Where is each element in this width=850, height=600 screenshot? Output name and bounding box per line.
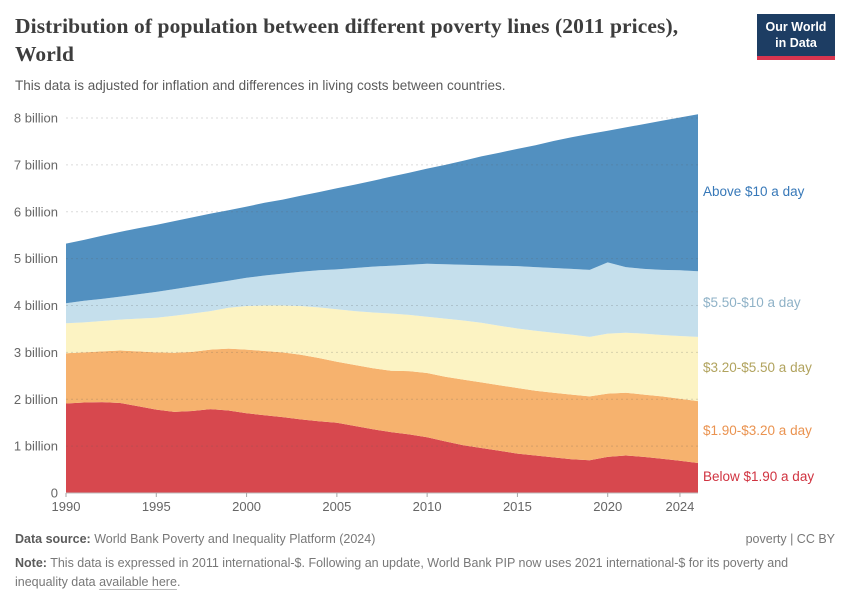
- series-label-above-10-a-day: Above $10 a day: [703, 183, 805, 199]
- area-above-10-a-day: [66, 114, 698, 304]
- data-source: Data source: World Bank Poverty and Ineq…: [15, 530, 375, 549]
- y-axis-label-0: 0: [51, 486, 58, 501]
- y-axis-label-3: 3 billion: [14, 345, 58, 360]
- chart-subtitle: This data is adjusted for inflation and …: [15, 77, 506, 93]
- data-source-text: World Bank Poverty and Inequality Platfo…: [90, 532, 376, 546]
- x-axis-label-2000: 2000: [232, 499, 261, 514]
- chart-header: Distribution of population between diffe…: [15, 12, 835, 93]
- chart-area: 0 1 billion 2 billion 3 billion 4 billion 5 b…: [0, 100, 850, 525]
- license-badge: poverty | CC BY: [745, 532, 835, 546]
- owid-logo-line1: Our World: [765, 20, 827, 34]
- area--1-90-3-20-a-day: [66, 348, 698, 463]
- x-axis-label-2020: 2020: [593, 499, 622, 514]
- series-label--3-20-5-50-a-day: $3.20-$5.50 a day: [703, 360, 812, 376]
- x-axis-label-2024: 2024: [665, 499, 694, 514]
- series-label--5-50-10-a-day: $5.50-$10 a day: [703, 295, 801, 311]
- page-title: Distribution of population between diffe…: [15, 14, 679, 67]
- area--5-50-10-a-day: [66, 262, 698, 337]
- area--3-20-5-50-a-day: [66, 305, 698, 402]
- chart-footer: Data source: World Bank Poverty and Ineq…: [15, 530, 835, 591]
- x-axis-label-1990: 1990: [52, 499, 81, 514]
- y-axis-label-8: 8 billion: [14, 111, 58, 126]
- footnote-text: This data is expressed in 2011 internati…: [15, 555, 789, 589]
- area-below-1-90-a-day: [66, 402, 698, 493]
- footnote: Note: This data is expressed in 2011 int…: [15, 554, 835, 592]
- x-axis-label-2015: 2015: [503, 499, 532, 514]
- y-axis-label-1: 1 billion: [14, 439, 58, 454]
- y-axis-label-5: 5 billion: [14, 251, 58, 266]
- footnote-suffix: .: [176, 574, 181, 589]
- y-axis-label-4: 4 billion: [14, 298, 58, 313]
- x-axis-label-2010: 2010: [413, 499, 442, 514]
- y-axis-label-7: 7 billion: [14, 157, 58, 172]
- data-source-label: Data source:: [15, 532, 91, 546]
- owid-logo[interactable]: Our World in Data: [757, 14, 835, 61]
- footnote-label: Note:: [15, 555, 47, 570]
- series-label-below-1-90-a-day: Below $1.90 a day: [703, 469, 815, 484]
- series-label--1-90-3-20-a-day: $1.90-$3.20 a day: [703, 423, 812, 439]
- y-axis-label-2: 2 billion: [14, 392, 58, 407]
- stacked-area-chart[interactable]: 0 1 billion 2 billion 3 billion 4 billion 5 b…: [0, 100, 850, 525]
- owid-logo-line2: in Data: [775, 35, 817, 50]
- x-axis-label-2005: 2005: [322, 499, 351, 514]
- available-here-link[interactable]: available here: [99, 574, 177, 589]
- y-axis-label-6: 6 billion: [14, 204, 58, 219]
- x-axis-label-1995: 1995: [142, 499, 171, 514]
